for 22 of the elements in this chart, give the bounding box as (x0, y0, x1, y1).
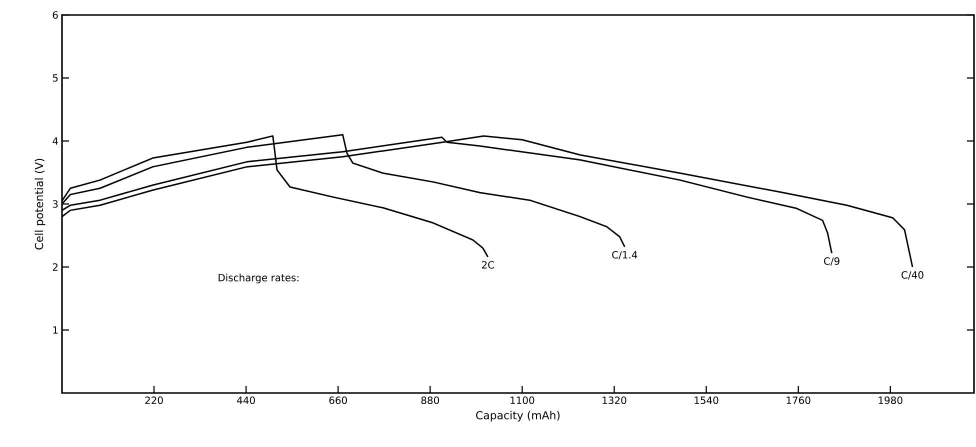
series-label: C/1.4 (612, 251, 638, 260)
series-label: C/9 (824, 257, 840, 266)
annotation: Discharge rates: (218, 274, 298, 284)
x-tick-label: 1980 (878, 396, 902, 404)
x-tick-label: 1540 (694, 396, 718, 404)
series-label: 2C (482, 261, 494, 269)
y-tick-label: 6 (52, 11, 58, 19)
y-tick-label: 1 (53, 326, 58, 334)
x-tick-label: 1100 (510, 396, 534, 404)
y-axis-title: Cell potential (V) (34, 158, 46, 250)
x-tick-label: 660 (329, 396, 347, 404)
y-tick-label: 3 (52, 200, 58, 208)
y-tick-label: 4 (52, 137, 58, 145)
y-tick-label: 2 (52, 263, 58, 271)
x-tick-label: 1320 (602, 396, 626, 404)
x-tick-label: 440 (237, 396, 255, 404)
y-tick-label: 5 (52, 74, 58, 82)
x-tick-label: 880 (421, 396, 440, 404)
x-tick-label: 220 (145, 396, 163, 404)
x-tick-label: 1760 (786, 396, 810, 404)
series-label: C/40 (902, 271, 924, 280)
x-axis-title: Capacity (mAh) (476, 410, 560, 422)
